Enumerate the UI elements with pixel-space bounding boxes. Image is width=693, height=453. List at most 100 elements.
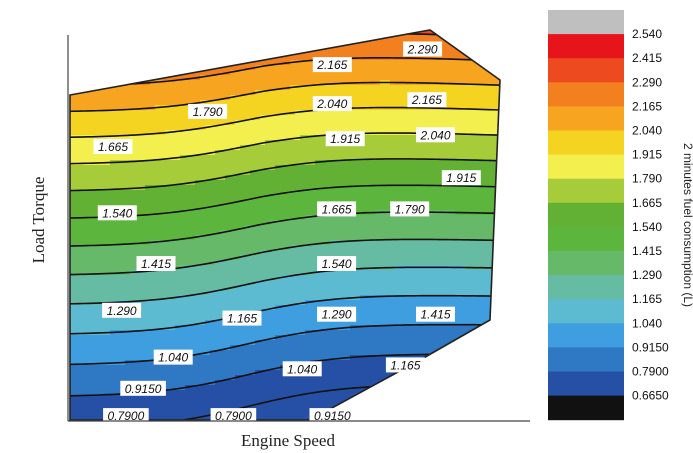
contour-cell xyxy=(75,165,81,171)
contour-cell xyxy=(270,390,276,396)
contour-cell xyxy=(185,55,191,61)
contour-cell xyxy=(120,295,126,301)
contour-cell xyxy=(260,150,266,156)
contour-cell xyxy=(345,170,351,176)
contour-cell xyxy=(210,250,216,256)
contour-cell xyxy=(310,85,316,91)
contour-cell xyxy=(165,220,171,226)
contour-cell xyxy=(185,155,191,161)
contour-cell xyxy=(75,305,81,311)
contour-cell xyxy=(110,350,116,356)
contour-cell xyxy=(260,335,266,341)
contour-cell xyxy=(365,110,371,116)
contour-cell xyxy=(355,225,361,231)
contour-cell xyxy=(215,335,221,341)
contour-cell xyxy=(70,260,76,266)
contour-cell xyxy=(315,85,321,91)
contour-cell xyxy=(275,315,281,321)
contour-cell xyxy=(140,30,146,36)
contour-cell xyxy=(165,365,171,371)
contour-cell xyxy=(365,40,371,46)
contour-cell xyxy=(190,120,196,126)
contour-cell xyxy=(210,230,216,236)
contour-cell xyxy=(295,175,301,181)
contour-cell xyxy=(215,260,221,266)
contour-cell xyxy=(165,415,171,420)
contour-cell xyxy=(100,110,106,116)
contour-cell xyxy=(295,405,301,411)
contour-cell xyxy=(230,335,236,341)
contour-cell xyxy=(75,105,81,111)
contour-cell xyxy=(285,225,291,231)
contour-cell xyxy=(275,60,281,66)
contour-cell xyxy=(195,370,201,376)
contour-cell xyxy=(110,340,116,346)
contour-cell xyxy=(330,330,336,336)
contour-cell xyxy=(175,200,181,206)
contour-cell xyxy=(195,95,201,101)
contour-cell xyxy=(180,120,186,126)
contour-cell xyxy=(250,85,256,91)
contour-cell xyxy=(275,255,281,261)
contour-cell xyxy=(270,185,276,191)
contour-cell xyxy=(95,130,101,136)
contour-cell xyxy=(375,230,381,236)
contour-cell xyxy=(180,250,186,256)
contour-cell xyxy=(90,150,96,156)
contour-cell xyxy=(180,160,186,166)
contour-cell xyxy=(190,250,196,256)
contour-cell xyxy=(80,395,86,401)
contour-cell xyxy=(155,320,161,326)
contour-cell xyxy=(160,300,166,306)
contour-cell xyxy=(135,280,141,286)
contour-cell xyxy=(275,245,281,251)
contour-cell xyxy=(100,410,106,416)
contour-cell xyxy=(160,50,166,56)
contour-cell xyxy=(130,340,136,346)
contour-cell xyxy=(385,45,391,51)
contour-cell xyxy=(280,100,286,106)
contour-cell xyxy=(255,95,261,101)
contour-cell xyxy=(370,70,376,76)
contour-cell xyxy=(285,120,291,126)
contour-cell xyxy=(220,75,226,81)
contour-cell xyxy=(165,305,171,311)
contour-cell xyxy=(210,120,216,126)
contour-cell xyxy=(85,245,91,251)
contour-cell xyxy=(245,145,251,151)
contour-cell xyxy=(105,155,111,161)
contour-cell xyxy=(280,30,286,36)
contour-cell xyxy=(80,350,86,356)
contour-cell xyxy=(275,210,281,216)
contour-cell xyxy=(195,160,201,166)
contour-cell xyxy=(230,370,236,376)
contour-cell xyxy=(335,380,341,386)
contour-cell xyxy=(295,245,301,251)
contour-cell xyxy=(280,195,286,201)
contour-cell xyxy=(110,245,116,251)
contour-cell xyxy=(250,115,256,121)
contour-cell xyxy=(380,140,386,146)
contour-cell xyxy=(335,220,341,226)
contour-cell xyxy=(310,155,316,161)
contour-cell xyxy=(180,210,186,216)
contour-cell xyxy=(265,365,271,371)
contour-cell xyxy=(95,30,101,36)
contour-cell xyxy=(295,380,301,386)
contour-cell xyxy=(280,270,286,276)
contour-cell xyxy=(120,260,126,266)
contour-cell xyxy=(360,95,366,101)
contour-cell xyxy=(225,145,231,151)
contour-cell xyxy=(150,110,156,116)
contour-cell xyxy=(155,245,161,251)
contour-cell xyxy=(200,220,206,226)
contour-cell xyxy=(175,65,181,71)
contour-cell xyxy=(180,200,186,206)
contour-cell xyxy=(165,120,171,126)
contour-cell xyxy=(300,55,306,61)
contour-cell xyxy=(245,395,251,401)
contour-cell xyxy=(175,255,181,261)
contour-cell xyxy=(105,225,111,231)
contour-cell xyxy=(250,160,256,166)
contour-cell xyxy=(295,120,301,126)
